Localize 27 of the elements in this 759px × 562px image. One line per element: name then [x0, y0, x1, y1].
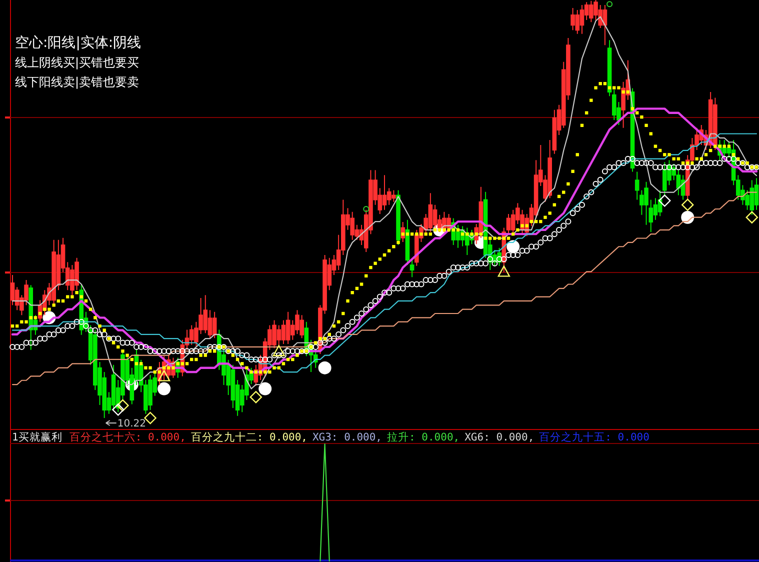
point: [112, 404, 124, 416]
point: [658, 194, 671, 207]
point: [116, 399, 129, 412]
legend-label: XG6: 0.000,: [464, 432, 534, 444]
chart-title: 1买就赢利: [12, 430, 62, 444]
point: [272, 345, 285, 356]
legend-label: 百分之九十二: 0.000,: [190, 430, 308, 444]
point: [250, 391, 262, 404]
candlestick: [212, 311, 217, 339]
annotation: 空心:阳线|实体:阴线: [15, 35, 142, 51]
annotation: 线下阳线卖|卖错也要卖: [15, 75, 140, 89]
candlestick: [410, 260, 414, 278]
point: [682, 198, 694, 211]
legend-label: 百分之九十五: 0.000: [539, 430, 650, 444]
legend-label: XG3: 0.000,: [312, 432, 382, 444]
text: 10.22: [117, 418, 146, 430]
point: [144, 412, 156, 424]
candlestick: [552, 109, 557, 154]
point: [606, 1, 613, 8]
text: 拉升: 0.000,: [387, 430, 460, 444]
point: [158, 370, 170, 382]
point: [498, 266, 510, 277]
point: [746, 211, 758, 224]
annotation: 线上阴线买|买错也要买: [15, 56, 140, 70]
legend-label: 百分之七十六: 0.000,: [69, 430, 186, 444]
candlestick: [396, 190, 400, 246]
point: [363, 206, 370, 212]
